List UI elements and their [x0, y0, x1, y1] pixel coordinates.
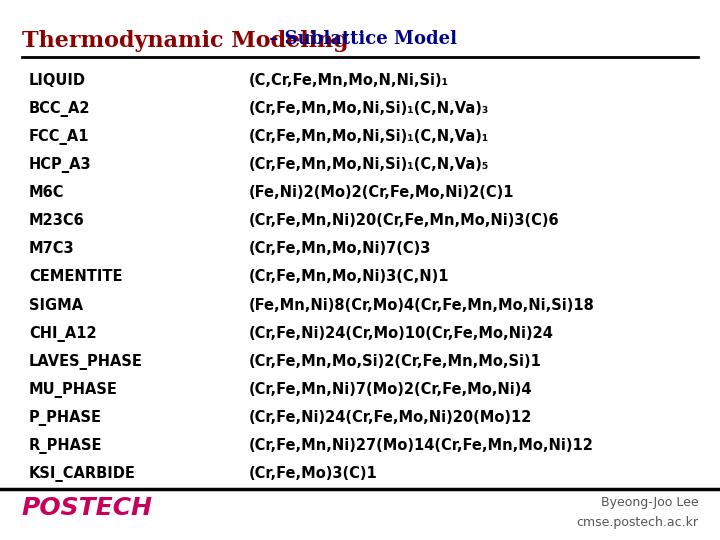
Text: (Fe,Ni)2(Mo)2(Cr,Fe,Mo,Ni)2(C)1: (Fe,Ni)2(Mo)2(Cr,Fe,Mo,Ni)2(C)1	[248, 185, 514, 200]
Text: Thermodynamic Modeling: Thermodynamic Modeling	[22, 30, 348, 52]
Text: – Sublattice Model: – Sublattice Model	[263, 30, 456, 48]
Text: (Cr,Fe,Ni)24(Cr,Mo)10(Cr,Fe,Mo,Ni)24: (Cr,Fe,Ni)24(Cr,Mo)10(Cr,Fe,Mo,Ni)24	[248, 326, 553, 341]
Text: (Cr,Fe,Mn,Ni)27(Mo)14(Cr,Fe,Mn,Mo,Ni)12: (Cr,Fe,Mn,Ni)27(Mo)14(Cr,Fe,Mn,Mo,Ni)12	[248, 438, 593, 453]
Text: (Cr,Fe,Mn,Mo,Si)2(Cr,Fe,Mn,Mo,Si)1: (Cr,Fe,Mn,Mo,Si)2(Cr,Fe,Mn,Mo,Si)1	[248, 354, 541, 369]
Text: (Cr,Fe,Mo)3(C)1: (Cr,Fe,Mo)3(C)1	[248, 466, 377, 481]
Text: LAVES_PHASE: LAVES_PHASE	[29, 354, 143, 370]
Text: POSTECH: POSTECH	[22, 496, 153, 519]
Text: M7C3: M7C3	[29, 241, 74, 256]
Text: P_PHASE: P_PHASE	[29, 410, 102, 426]
Text: CHI_A12: CHI_A12	[29, 326, 96, 342]
Text: FCC_A1: FCC_A1	[29, 129, 89, 145]
Text: M23C6: M23C6	[29, 213, 84, 228]
Text: CEMENTITE: CEMENTITE	[29, 269, 122, 285]
Text: cmse.postech.ac.kr: cmse.postech.ac.kr	[577, 516, 698, 529]
Text: (Cr,Fe,Mn,Ni)7(Mo)2(Cr,Fe,Mo,Ni)4: (Cr,Fe,Mn,Ni)7(Mo)2(Cr,Fe,Mo,Ni)4	[248, 382, 532, 397]
Text: KSI_CARBIDE: KSI_CARBIDE	[29, 466, 135, 482]
Text: (Cr,Fe,Ni)24(Cr,Fe,Mo,Ni)20(Mo)12: (Cr,Fe,Ni)24(Cr,Fe,Mo,Ni)20(Mo)12	[248, 410, 532, 425]
Text: (C,Cr,Fe,Mn,Mo,N,Ni,Si)₁: (C,Cr,Fe,Mn,Mo,N,Ni,Si)₁	[248, 73, 449, 88]
Text: M6C: M6C	[29, 185, 64, 200]
Text: MU_PHASE: MU_PHASE	[29, 382, 117, 398]
Text: BCC_A2: BCC_A2	[29, 101, 90, 117]
Text: (Cr,Fe,Mn,Mo,Ni)3(C,N)1: (Cr,Fe,Mn,Mo,Ni)3(C,N)1	[248, 269, 449, 285]
Text: Byeong-Joo Lee: Byeong-Joo Lee	[600, 496, 698, 509]
Text: SIGMA: SIGMA	[29, 298, 83, 313]
Text: HCP_A3: HCP_A3	[29, 157, 91, 173]
Text: (Cr,Fe,Mn,Mo,Ni,Si)₁(C,N,Va)₅: (Cr,Fe,Mn,Mo,Ni,Si)₁(C,N,Va)₅	[248, 157, 489, 172]
Text: (Cr,Fe,Mn,Mo,Ni,Si)₁(C,N,Va)₃: (Cr,Fe,Mn,Mo,Ni,Si)₁(C,N,Va)₃	[248, 101, 489, 116]
Text: (Fe,Mn,Ni)8(Cr,Mo)4(Cr,Fe,Mn,Mo,Ni,Si)18: (Fe,Mn,Ni)8(Cr,Mo)4(Cr,Fe,Mn,Mo,Ni,Si)18	[248, 298, 594, 313]
Text: (Cr,Fe,Mn,Ni)20(Cr,Fe,Mn,Mo,Ni)3(C)6: (Cr,Fe,Mn,Ni)20(Cr,Fe,Mn,Mo,Ni)3(C)6	[248, 213, 559, 228]
Text: (Cr,Fe,Mn,Mo,Ni)7(C)3: (Cr,Fe,Mn,Mo,Ni)7(C)3	[248, 241, 431, 256]
Text: (Cr,Fe,Mn,Mo,Ni,Si)₁(C,N,Va)₁: (Cr,Fe,Mn,Mo,Ni,Si)₁(C,N,Va)₁	[248, 129, 489, 144]
Text: LIQUID: LIQUID	[29, 73, 86, 88]
Text: R_PHASE: R_PHASE	[29, 438, 102, 454]
